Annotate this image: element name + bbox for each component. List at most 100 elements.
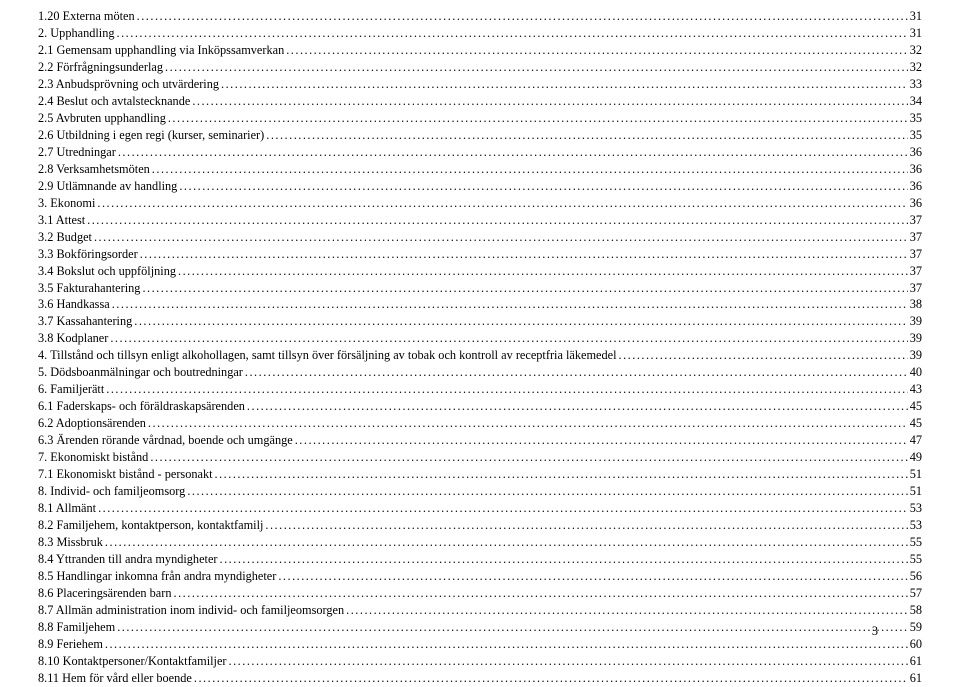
toc-entry: 3.3 Bokföringsorder ....................… xyxy=(38,246,922,263)
toc-entry: 8.9 Feriehem ...........................… xyxy=(38,636,922,653)
toc-entry: 8.7 Allmän administration inom individ- … xyxy=(38,602,922,619)
toc-entry-page: 55 xyxy=(910,551,922,568)
toc-entry-page: 47 xyxy=(910,432,922,449)
toc-entry-page: 61 xyxy=(910,653,922,670)
toc-entry-title: 8.5 Handlingar inkomna från andra myndig… xyxy=(38,568,276,585)
toc-entry: 8. Individ- och familjeomsorg ..........… xyxy=(38,483,922,500)
toc-entry: 7.1 Ekonomiskt bistånd - personakt .....… xyxy=(38,466,922,483)
toc-dot-leader: ........................................… xyxy=(94,229,908,246)
toc-entry-title: 2.9 Utlämnande av handling xyxy=(38,178,177,195)
toc-dot-leader: ........................................… xyxy=(118,144,908,161)
toc-entry: 8.1 Allmänt ............................… xyxy=(38,500,922,517)
toc-dot-leader: ........................................… xyxy=(110,330,907,347)
toc-dot-leader: ........................................… xyxy=(148,415,908,432)
toc-entry-title: 3.5 Fakturahantering xyxy=(38,280,140,297)
toc-entry-title: 3.2 Budget xyxy=(38,229,92,246)
toc-entry-page: 61 xyxy=(910,670,922,687)
toc-entry-title: 2.1 Gemensam upphandling via Inköpssamve… xyxy=(38,42,284,59)
toc-entry-page: 32 xyxy=(910,59,922,76)
toc-entry: 8.5 Handlingar inkomna från andra myndig… xyxy=(38,568,922,585)
toc-entry: 4. Tillstånd och tillsyn enligt alkoholl… xyxy=(38,347,922,364)
toc-dot-leader: ........................................… xyxy=(187,483,907,500)
toc-entry-page: 37 xyxy=(910,229,922,246)
toc-entry-page: 59 xyxy=(910,619,922,636)
toc-dot-leader: ........................................… xyxy=(245,364,908,381)
toc-entry: 2.8 Verksamhetsmöten ...................… xyxy=(38,161,922,178)
toc-entry: 6.1 Faderskaps- och föräldraskapsärenden… xyxy=(38,398,922,415)
toc-dot-leader: ........................................… xyxy=(192,93,907,110)
toc-entry-title: 8.8 Familjehem xyxy=(38,619,115,636)
toc-entry-title: 1.20 Externa möten xyxy=(38,8,135,25)
toc-entry-page: 33 xyxy=(910,76,922,93)
toc-entry-page: 38 xyxy=(910,296,922,313)
toc-dot-leader: ........................................… xyxy=(215,466,908,483)
toc-entry: 2.9 Utlämnande av handling .............… xyxy=(38,178,922,195)
toc-dot-leader: ........................................… xyxy=(97,195,907,212)
toc-entry-page: 36 xyxy=(910,161,922,178)
toc-entry-title: 2. Upphandling xyxy=(38,25,115,42)
toc-dot-leader: ........................................… xyxy=(178,263,908,280)
toc-entry-page: 45 xyxy=(910,398,922,415)
toc-entry-title: 3.6 Handkassa xyxy=(38,296,110,313)
toc-entry: 2.4 Beslut och avtalstecknande .........… xyxy=(38,93,922,110)
toc-entry: 6.2 Adoptionsärenden ...................… xyxy=(38,415,922,432)
toc-entry-title: 6.3 Ärenden rörande vårdnad, boende och … xyxy=(38,432,293,449)
toc-entry: 8.10 Kontaktpersoner/Kontaktfamiljer ...… xyxy=(38,653,922,670)
toc-dot-leader: ........................................… xyxy=(221,76,908,93)
toc-entry-page: 37 xyxy=(910,263,922,280)
toc-entry-title: 7.1 Ekonomiskt bistånd - personakt xyxy=(38,466,213,483)
toc-dot-leader: ........................................… xyxy=(140,246,908,263)
toc-dot-leader: ........................................… xyxy=(179,178,907,195)
page-container: 1.20 Externa möten .....................… xyxy=(38,8,922,652)
toc-dot-leader: ........................................… xyxy=(286,42,907,59)
toc-entry: 1.20 Externa möten .....................… xyxy=(38,8,922,25)
toc-entry-page: 40 xyxy=(910,364,922,381)
toc-entry-page: 60 xyxy=(910,636,922,653)
toc-entry-page: 36 xyxy=(910,144,922,161)
toc-entry-title: 8.10 Kontaktpersoner/Kontaktfamiljer xyxy=(38,653,227,670)
toc-entry-page: 58 xyxy=(910,602,922,619)
toc-dot-leader: ........................................… xyxy=(165,59,908,76)
toc-entry-title: 7. Ekonomiskt bistånd xyxy=(38,449,148,466)
toc-entry-title: 2.2 Förfrågningsunderlag xyxy=(38,59,163,76)
toc-entry: 6. Familjerätt .........................… xyxy=(38,381,922,398)
toc-entry-page: 56 xyxy=(910,568,922,585)
toc-dot-leader: ........................................… xyxy=(278,568,907,585)
toc-entry-title: 8.6 Placeringsärenden barn xyxy=(38,585,172,602)
toc-entry-page: 53 xyxy=(910,517,922,534)
toc-entry-title: 4. Tillstånd och tillsyn enligt alkoholl… xyxy=(38,347,617,364)
toc-dot-leader: ........................................… xyxy=(194,670,908,687)
toc-entry-page: 43 xyxy=(910,381,922,398)
toc-entry: 2.5 Avbruten upphandling ...............… xyxy=(38,110,922,127)
toc-entry: 6.3 Ärenden rörande vårdnad, boende och … xyxy=(38,432,922,449)
toc-dot-leader: ........................................… xyxy=(117,25,908,42)
toc-entry: 3.4 Bokslut och uppföljning ............… xyxy=(38,263,922,280)
toc-dot-leader: ........................................… xyxy=(134,313,907,330)
toc-entry-title: 6.2 Adoptionsärenden xyxy=(38,415,146,432)
toc-entry-title: 6.1 Faderskaps- och föräldraskapsärenden xyxy=(38,398,245,415)
toc-entry: 2.7 Utredningar ........................… xyxy=(38,144,922,161)
toc-dot-leader: ........................................… xyxy=(152,161,908,178)
toc-dot-leader: ........................................… xyxy=(98,500,908,517)
toc-entry: 3. Ekonomi .............................… xyxy=(38,195,922,212)
toc-entry-title: 3. Ekonomi xyxy=(38,195,95,212)
table-of-contents: 1.20 Externa möten .....................… xyxy=(38,8,922,687)
toc-dot-leader: ........................................… xyxy=(150,449,907,466)
toc-entry-title: 8.3 Missbruk xyxy=(38,534,103,551)
toc-entry-title: 8. Individ- och familjeomsorg xyxy=(38,483,185,500)
toc-entry-title: 8.4 Yttranden till andra myndigheter xyxy=(38,551,218,568)
toc-entry-page: 35 xyxy=(910,110,922,127)
toc-dot-leader: ........................................… xyxy=(112,296,908,313)
toc-dot-leader: ........................................… xyxy=(174,585,908,602)
toc-entry-title: 6. Familjerätt xyxy=(38,381,104,398)
toc-entry: 2.6 Utbildning i egen regi (kurser, semi… xyxy=(38,127,922,144)
toc-entry-page: 37 xyxy=(910,212,922,229)
toc-dot-leader: ........................................… xyxy=(247,398,908,415)
toc-entry-page: 45 xyxy=(910,415,922,432)
toc-dot-leader: ........................................… xyxy=(346,602,908,619)
toc-entry-title: 3.1 Attest xyxy=(38,212,85,229)
toc-entry: 2.3 Anbudsprövning och utvärdering .....… xyxy=(38,76,922,93)
toc-entry: 8.3 Missbruk ...........................… xyxy=(38,534,922,551)
toc-entry: 8.4 Yttranden till andra myndigheter ...… xyxy=(38,551,922,568)
toc-dot-leader: ........................................… xyxy=(168,110,908,127)
